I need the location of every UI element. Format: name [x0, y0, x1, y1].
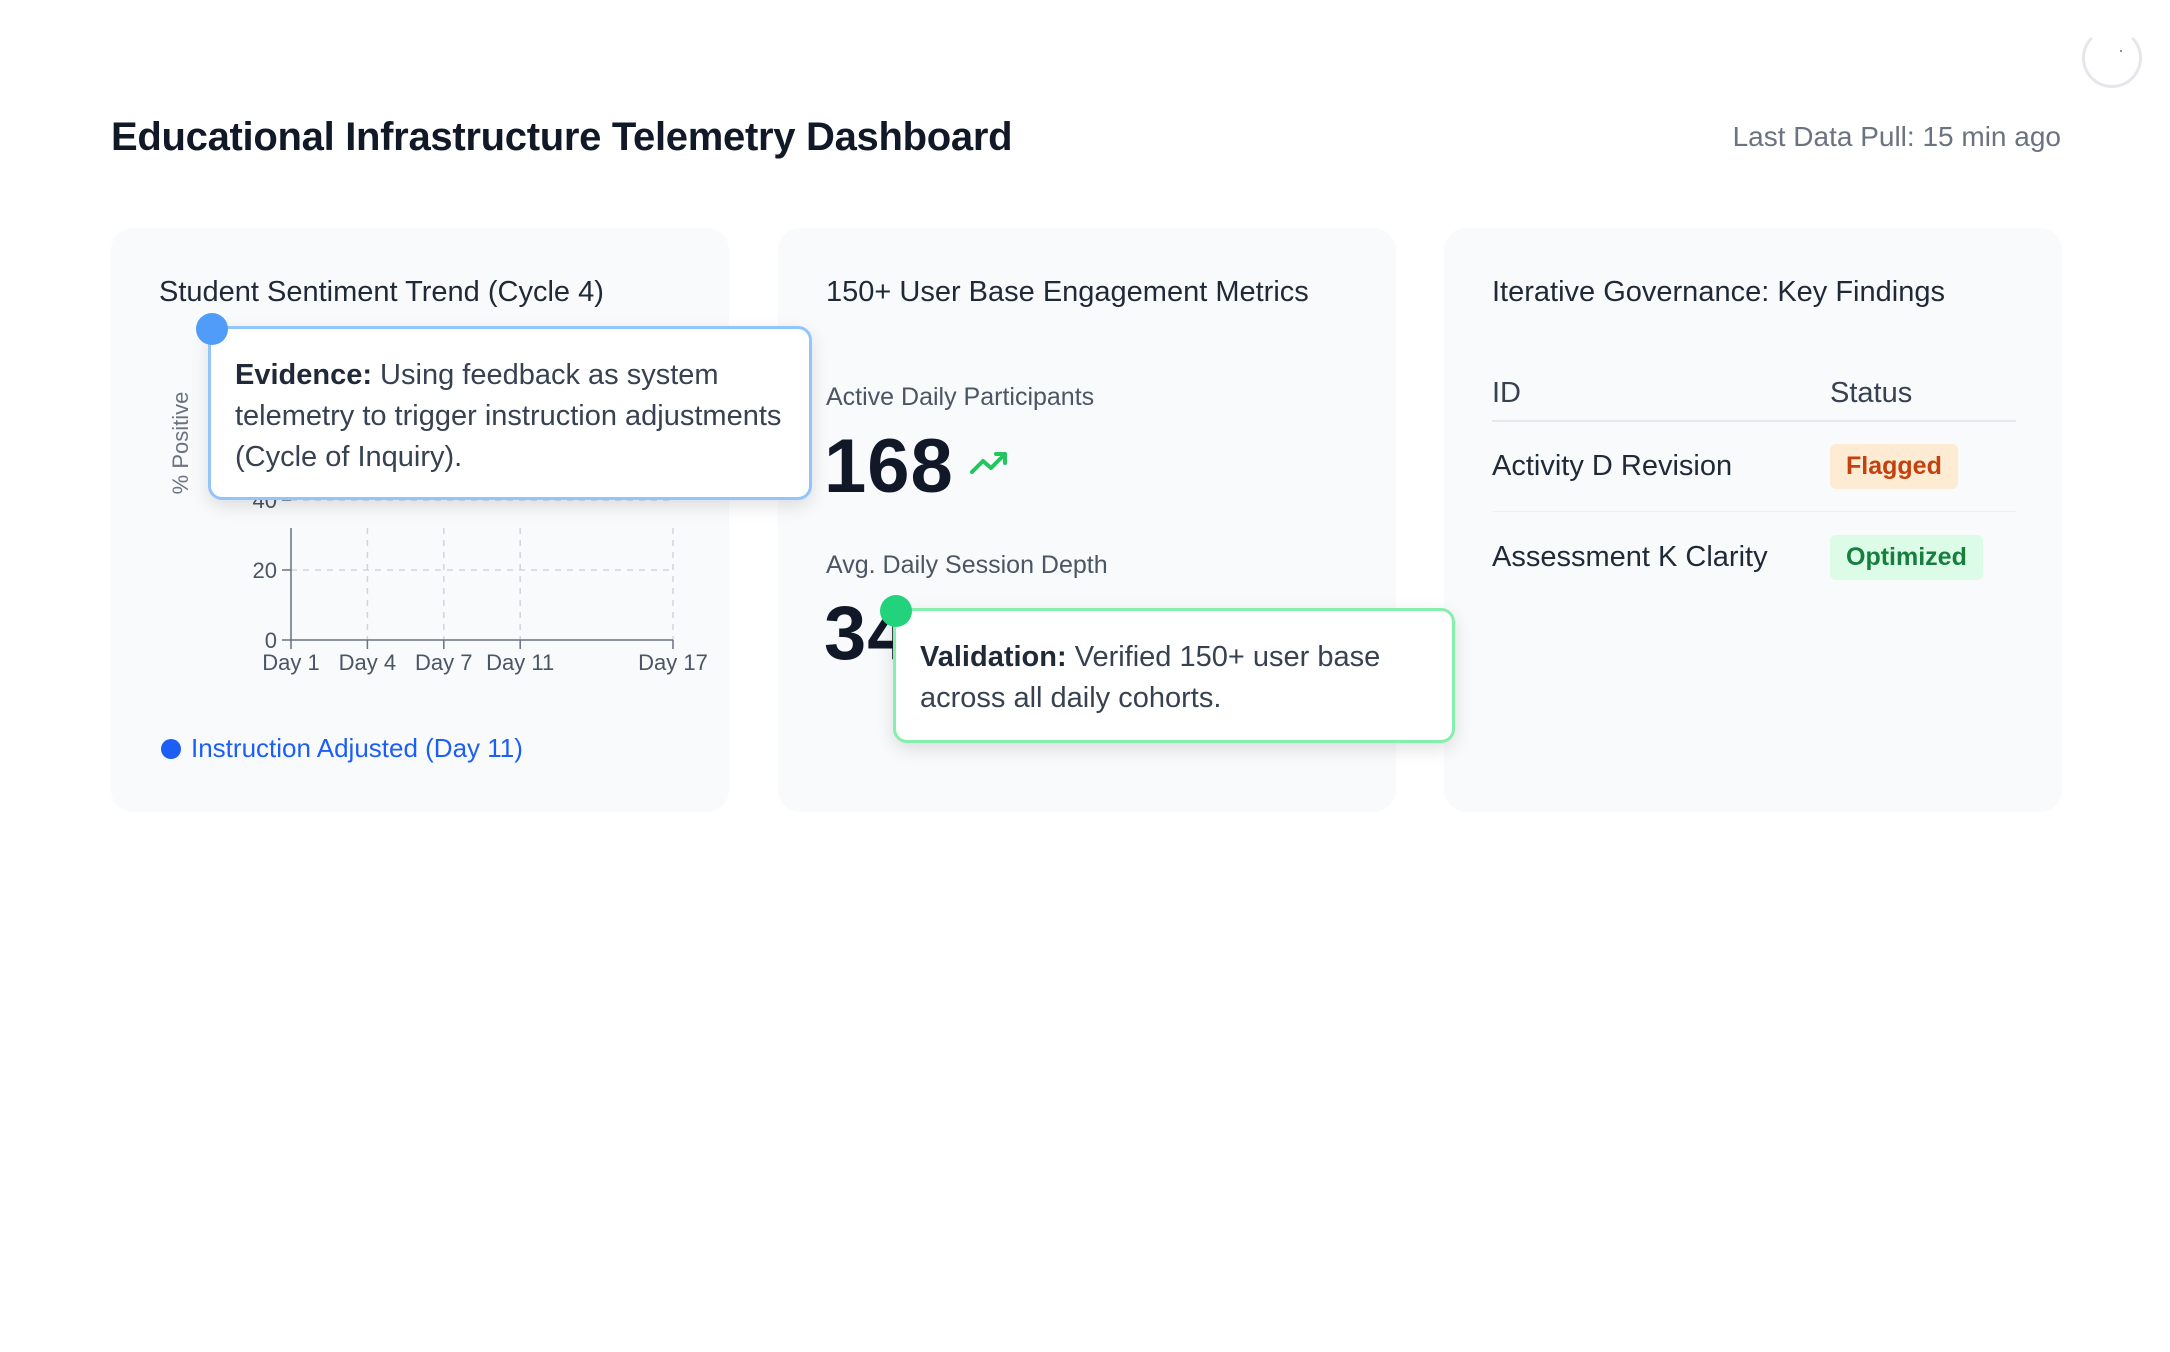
- y-tick-label: 0: [265, 628, 277, 653]
- last-data-pull: Last Data Pull: 15 min ago: [1732, 121, 2061, 152]
- loading-spinner-icon: [2082, 28, 2142, 88]
- governance-findings-card: Iterative Governance: Key Findings ID St…: [1444, 228, 2062, 812]
- validation-callout: Validation: Verified 150+ user base acro…: [893, 608, 1455, 743]
- active-participants-value: 168: [824, 424, 954, 509]
- governance-card-title: Iterative Governance: Key Findings: [1492, 276, 1945, 308]
- spinner-dot: [2120, 50, 2122, 52]
- finding-id: Assessment K Clarity: [1492, 540, 1768, 573]
- table-row[interactable]: Assessment K Clarity Optimized: [1492, 512, 2016, 602]
- status-cell: Flagged: [1830, 444, 2016, 489]
- validation-pin-icon[interactable]: [880, 595, 912, 627]
- session-depth-label: Avg. Daily Session Depth: [826, 551, 1108, 579]
- x-tick-label: Day 7: [415, 650, 472, 675]
- sentiment-card-title: Student Sentiment Trend (Cycle 4): [159, 276, 604, 308]
- page-title: Educational Infrastructure Telemetry Das…: [111, 114, 1013, 159]
- x-tick-label: Day 11: [486, 650, 554, 675]
- evidence-pin-icon[interactable]: [196, 313, 228, 345]
- legend-label: Instruction Adjusted (Day 11): [191, 733, 523, 763]
- evidence-callout: Evidence: Using feedback as system telem…: [208, 326, 812, 500]
- active-participants-label: Active Daily Participants: [826, 383, 1095, 411]
- x-tick-label: Day 4: [339, 650, 396, 675]
- validation-callout-text: Verified 150+ user base across all daily…: [920, 641, 1381, 714]
- evidence-callout-label: Evidence:: [235, 359, 372, 391]
- validation-callout-label: Validation:: [920, 641, 1067, 673]
- findings-table: ID Status Activity D Revision Flagged As…: [1492, 366, 2016, 602]
- column-header-id: ID: [1492, 376, 1521, 409]
- x-tick-label: Day 17: [638, 650, 708, 675]
- column-header-status: Status: [1830, 376, 1913, 409]
- status-badge-optimized: Optimized: [1830, 534, 1983, 580]
- legend-dot-icon: [161, 738, 181, 759]
- table-row[interactable]: Activity D Revision Flagged: [1492, 422, 2016, 512]
- y-tick-label: 20: [253, 558, 277, 583]
- table-header-row: ID Status: [1492, 366, 2016, 422]
- y-axis-label: % Positive: [168, 392, 193, 495]
- status-badge-flagged: Flagged: [1830, 444, 1958, 489]
- evidence-callout-text: Using feedback as system telemetry to tr…: [235, 359, 782, 473]
- sentiment-trend-card: Student Sentiment Trend (Cycle 4) 0 20 40 D…: [111, 228, 729, 812]
- status-cell: Optimized: [1830, 534, 2016, 580]
- x-tick-label: Day 1: [262, 650, 319, 675]
- chart-legend[interactable]: Instruction Adjusted (Day 11): [161, 733, 523, 764]
- engagement-card-title: 150+ User Base Engagement Metrics: [826, 276, 1309, 308]
- trending-up-icon: [970, 452, 1007, 474]
- header: Educational Infrastructure Telemetry Das…: [111, 110, 2061, 164]
- finding-id: Activity D Revision: [1492, 450, 1733, 482]
